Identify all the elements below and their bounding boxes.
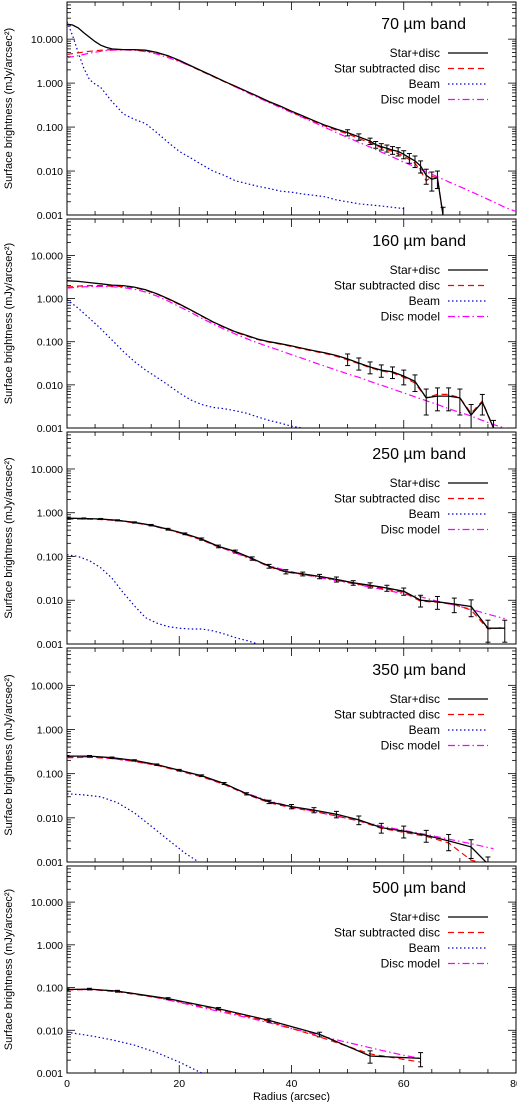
series-line-star-subtracted-disc bbox=[67, 988, 421, 1063]
series-line-disc-model bbox=[67, 756, 494, 850]
x-axis-label: Radius (arcsec) bbox=[253, 1091, 330, 1102]
plot-frame bbox=[66, 865, 517, 1074]
legend-label: Beam bbox=[409, 294, 440, 308]
chart-panel-1: 0.001 0.010 0.100 1.000 10.000 Surface bright… bbox=[3, 218, 517, 435]
legend-label: Beam bbox=[409, 77, 440, 91]
y-tick-label: 0.010 bbox=[37, 380, 63, 392]
legend-label: Star subtracted disc bbox=[334, 492, 440, 506]
y-tick-label: 0.100 bbox=[37, 122, 63, 134]
y-tick-label: 0.010 bbox=[37, 166, 63, 178]
y-tick-label: 1.000 bbox=[37, 724, 63, 736]
y-axis-label: Surface brightness (mJy/arcsec²) bbox=[3, 457, 15, 618]
y-tick-label: 0.010 bbox=[37, 1025, 63, 1037]
legend-label: Star+disc bbox=[390, 46, 440, 60]
plot-frame bbox=[66, 431, 517, 645]
legend-label: Beam bbox=[409, 941, 440, 955]
chart-panel-2: 0.001 0.010 0.100 1.000 10.000 Surface bright… bbox=[3, 431, 517, 651]
y-tick-label: 10.000 bbox=[31, 34, 63, 46]
series-line-star-disc bbox=[67, 23, 444, 215]
x-tick-label: 60 bbox=[398, 1078, 410, 1090]
y-tick-label: 0.001 bbox=[37, 1068, 63, 1080]
y-tick-label: 0.010 bbox=[37, 595, 63, 607]
series-line-beam bbox=[67, 299, 307, 428]
legend-label: Disc model bbox=[381, 957, 440, 971]
legend-label: Star+disc bbox=[390, 476, 440, 490]
y-tick-label: 0.001 bbox=[37, 857, 63, 869]
series-line-disc-model bbox=[67, 49, 516, 213]
y-tick-label: 10.000 bbox=[31, 464, 63, 476]
series-line-star-disc bbox=[67, 755, 487, 862]
series-line-disc-model bbox=[67, 988, 421, 1059]
series-line-star-disc bbox=[67, 988, 421, 1060]
legend-label: Star+disc bbox=[390, 910, 440, 924]
y-tick-label: 1.000 bbox=[37, 78, 63, 90]
y-tick-label: 10.000 bbox=[31, 680, 63, 692]
legend-label: Star+disc bbox=[390, 692, 440, 706]
legend-label: Star+disc bbox=[390, 263, 440, 277]
series-group bbox=[67, 517, 508, 644]
y-tick-label: 1.000 bbox=[37, 294, 63, 306]
y-tick-label: 0.100 bbox=[37, 769, 63, 781]
legend-label: Disc model bbox=[381, 739, 440, 753]
series-line-beam bbox=[67, 554, 260, 644]
series-line-disc-model bbox=[67, 285, 507, 428]
y-tick-label: 0.001 bbox=[37, 639, 63, 651]
legend-label: Star subtracted disc bbox=[334, 279, 440, 293]
chart-panel-0: 0.001 0.010 0.100 1.000 10.000 Surface bright… bbox=[3, 1, 517, 222]
x-tick-label: 80 bbox=[510, 1078, 517, 1090]
plot-frame bbox=[66, 1, 517, 216]
series-line-star-subtracted-disc bbox=[67, 756, 482, 862]
y-tick-label: 0.100 bbox=[37, 983, 63, 995]
y-tick-label: 0.010 bbox=[37, 813, 63, 825]
y-tick-label: 1.000 bbox=[37, 508, 63, 520]
plot-frame bbox=[66, 647, 517, 863]
y-axis-label: Surface brightness (mJy/arcsec²) bbox=[3, 243, 15, 404]
legend-label: Disc model bbox=[381, 523, 440, 537]
series-line-star-disc bbox=[67, 280, 495, 428]
legend-label: Star subtracted disc bbox=[334, 708, 440, 722]
y-tick-label: 10.000 bbox=[31, 897, 63, 909]
series-group bbox=[67, 754, 494, 862]
y-axis-label: Surface brightness (mJy/arcsec²) bbox=[3, 674, 15, 835]
x-tick-label: 20 bbox=[173, 1078, 185, 1090]
y-tick-label: 0.100 bbox=[37, 551, 63, 563]
legend-label: Disc model bbox=[381, 310, 440, 324]
band-title: 250 µm band bbox=[372, 446, 466, 463]
legend-label: Disc model bbox=[381, 93, 440, 107]
band-title: 500 µm band bbox=[372, 880, 466, 897]
y-axis-label: Surface brightness (mJy/arcsec²) bbox=[3, 28, 15, 189]
y-tick-label: 0.001 bbox=[37, 210, 63, 222]
chart-panel-4: 0.001 0.010 0.100 1.000 10.000 0 20 40 60 80 Surfa… bbox=[3, 865, 517, 1103]
y-tick-label: 1.000 bbox=[37, 940, 63, 952]
series-line-beam bbox=[67, 1031, 203, 1073]
legend-label: Star subtracted disc bbox=[334, 926, 440, 940]
series-group bbox=[67, 21, 516, 215]
x-tick-label: 0 bbox=[64, 1078, 70, 1090]
chart-panel-3: 0.001 0.010 0.100 1.000 10.000 Surface bright… bbox=[3, 647, 517, 869]
band-title: 160 µm band bbox=[372, 233, 466, 250]
legend-label: Star subtracted disc bbox=[334, 62, 440, 76]
band-title: 70 µm band bbox=[381, 16, 466, 33]
y-tick-label: 0.100 bbox=[37, 337, 63, 349]
series-group bbox=[67, 987, 424, 1073]
y-axis-label: Surface brightness (mJy/arcsec²) bbox=[3, 889, 15, 1050]
band-title: 350 µm band bbox=[372, 662, 466, 679]
series-group bbox=[67, 280, 507, 428]
series-line-beam bbox=[67, 793, 200, 862]
y-tick-label: 10.000 bbox=[31, 250, 63, 262]
legend-label: Beam bbox=[409, 723, 440, 737]
y-tick-label: 0.001 bbox=[37, 423, 63, 435]
legend-label: Beam bbox=[409, 507, 440, 521]
x-tick-label: 40 bbox=[286, 1078, 298, 1090]
